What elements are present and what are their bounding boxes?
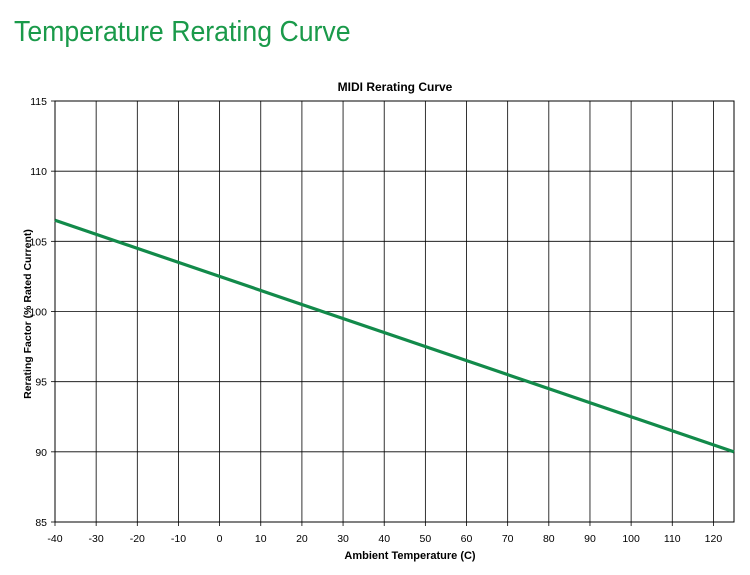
y-tick-label: 85 [35,517,47,529]
x-tick-label: 20 [296,533,308,545]
x-axis-label: Ambient Temperature (C) [344,550,476,562]
y-tick-label: 105 [29,236,47,248]
x-tick-label: -30 [89,533,104,545]
y-tick-label: 115 [30,96,47,108]
x-tick-label: -40 [47,533,62,545]
x-tick-label: 70 [502,533,514,545]
x-tick-label: 0 [217,533,223,545]
x-tick-label: -10 [171,533,186,545]
x-tick-label: 90 [584,533,596,545]
page-heading: Temperature Rerating Curve [14,16,351,48]
x-tick-label: 50 [420,533,432,545]
x-tick-label: 110 [664,533,681,545]
x-tick-label: 10 [255,533,267,545]
x-tick-label: 120 [705,533,723,545]
x-tick-label: 60 [461,533,473,545]
y-tick-label: 110 [30,166,47,178]
rerating-curve-line [54,218,735,454]
y-tick-label: 90 [35,447,47,459]
x-tick-label: 40 [378,533,390,545]
y-tick-label: 95 [35,377,47,389]
chart-title: MIDI Rerating Curve [337,80,453,94]
x-tick-label: 30 [337,533,349,545]
y-tick-label: 100 [29,307,47,319]
x-tick-label: 100 [622,533,640,545]
x-tick-label: 80 [543,533,555,545]
x-tick-label: -20 [130,533,145,545]
